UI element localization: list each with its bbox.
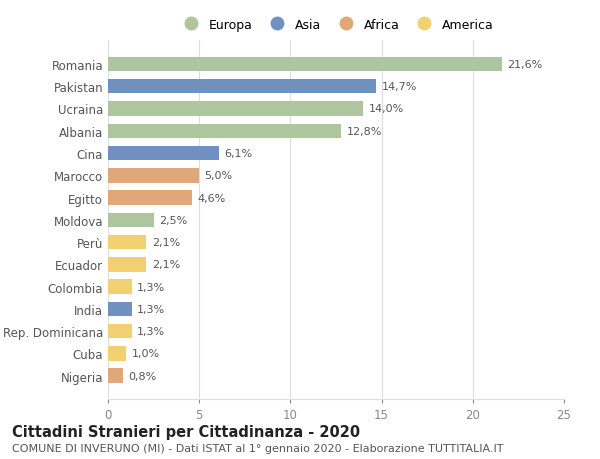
Text: 12,8%: 12,8%: [347, 127, 382, 136]
Text: 4,6%: 4,6%: [197, 193, 226, 203]
Text: 5,0%: 5,0%: [205, 171, 233, 181]
Text: 14,7%: 14,7%: [382, 82, 417, 92]
Text: COMUNE DI INVERUNO (MI) - Dati ISTAT al 1° gennaio 2020 - Elaborazione TUTTITALI: COMUNE DI INVERUNO (MI) - Dati ISTAT al …: [12, 443, 503, 453]
Bar: [108, 369, 122, 383]
Bar: [108, 280, 132, 294]
Bar: [108, 168, 199, 183]
Text: 1,3%: 1,3%: [137, 282, 166, 292]
Bar: [108, 80, 376, 94]
Bar: [108, 57, 502, 72]
Text: 1,0%: 1,0%: [132, 349, 160, 358]
Bar: [108, 302, 132, 316]
Legend: Europa, Asia, Africa, America: Europa, Asia, Africa, America: [178, 18, 494, 32]
Bar: [108, 146, 219, 161]
Bar: [108, 257, 146, 272]
Bar: [108, 124, 341, 139]
Text: 14,0%: 14,0%: [369, 104, 404, 114]
Text: 2,1%: 2,1%: [152, 238, 180, 247]
Text: 1,3%: 1,3%: [137, 304, 166, 314]
Text: 2,5%: 2,5%: [159, 215, 187, 225]
Text: 21,6%: 21,6%: [508, 60, 543, 70]
Bar: [108, 347, 126, 361]
Bar: [108, 102, 364, 117]
Bar: [108, 191, 192, 205]
Text: 0,8%: 0,8%: [128, 371, 157, 381]
Text: 2,1%: 2,1%: [152, 260, 180, 270]
Bar: [108, 213, 154, 228]
Text: 1,3%: 1,3%: [137, 326, 166, 336]
Text: 6,1%: 6,1%: [225, 149, 253, 159]
Bar: [108, 235, 146, 250]
Bar: [108, 324, 132, 339]
Text: Cittadini Stranieri per Cittadinanza - 2020: Cittadini Stranieri per Cittadinanza - 2…: [12, 425, 360, 440]
